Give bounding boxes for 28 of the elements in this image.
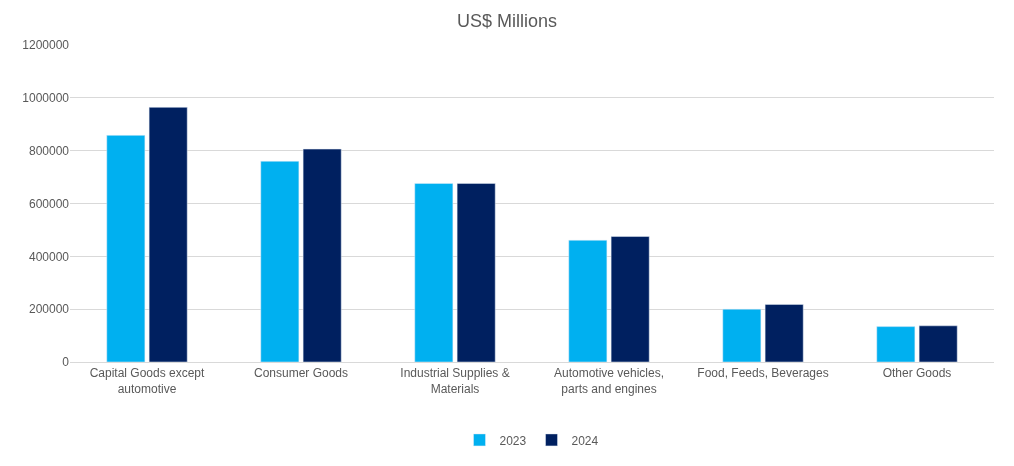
bar: [876, 326, 916, 362]
bar: [918, 325, 958, 362]
bar: [764, 304, 804, 362]
bar: [414, 183, 454, 362]
y-tick-label: 400000: [28, 249, 70, 264]
y-tick-label: 0: [62, 355, 70, 370]
bar: [106, 135, 146, 362]
y-tick-label: 800000: [28, 143, 70, 158]
chart-title: US$ Millions: [456, 10, 558, 31]
bar: [260, 160, 300, 362]
legend-label: 2024: [571, 433, 599, 448]
bar: [568, 239, 608, 362]
x-tick-label: Consumer Goods: [253, 366, 349, 381]
x-tick-label: Other Goods: [882, 366, 952, 381]
y-tick-label: 1000000: [22, 91, 70, 106]
x-tick-label: Capital Goods except automotive: [89, 366, 206, 396]
legend-label: 2023: [499, 433, 527, 448]
bar: [610, 236, 650, 362]
bar: [722, 308, 762, 362]
x-tick-label: Automotive vehicles, parts and engines: [553, 366, 665, 396]
bar: [302, 148, 342, 362]
x-tick-label: Industrial Supplies & Materials: [400, 366, 510, 396]
y-tick-label: 600000: [28, 196, 70, 211]
y-tick-label: 1200000: [22, 38, 70, 53]
y-tick-label: 200000: [28, 302, 70, 317]
x-tick-label: Food, Feeds, Beverages: [697, 366, 829, 381]
bar: [456, 183, 496, 362]
bar: [148, 107, 188, 362]
